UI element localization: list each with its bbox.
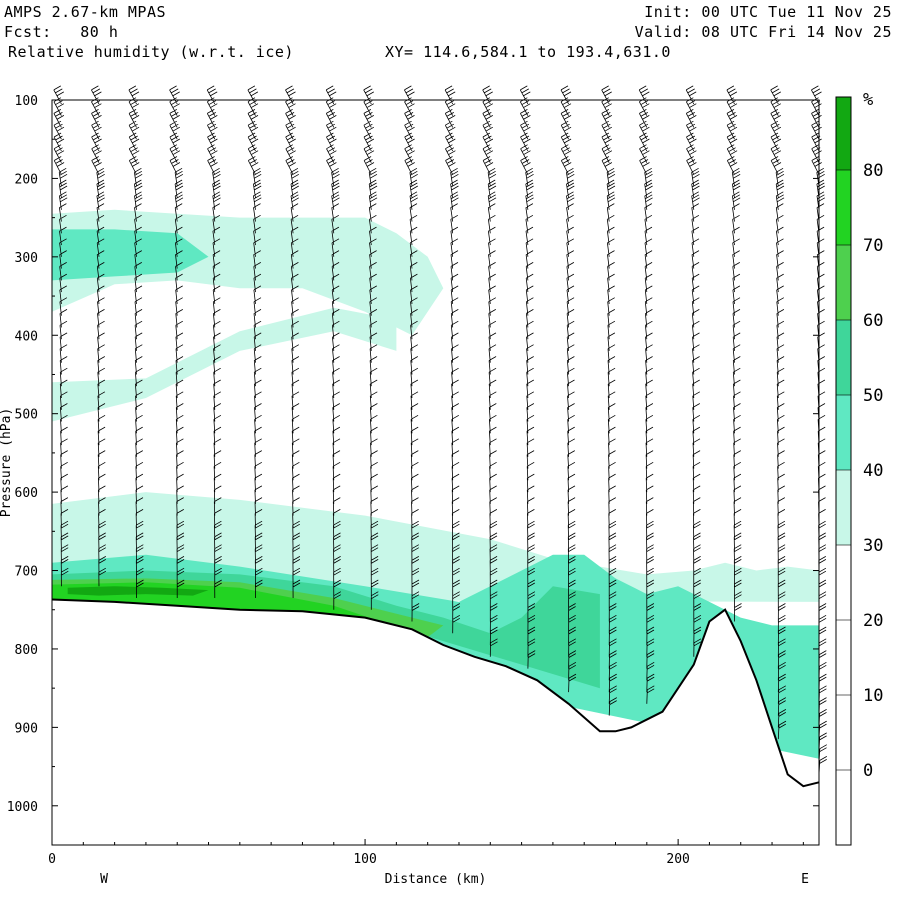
colorbar-bin-80-90 [836, 97, 851, 170]
wind-barb-column-0 [53, 85, 69, 587]
y-tick-label: 700 [15, 565, 38, 580]
wind-barb-column-15 [638, 85, 655, 704]
x-tick-label: 0 [48, 852, 56, 867]
wind-barb-column-5 [247, 85, 263, 599]
y-tick-label: 100 [15, 94, 38, 109]
wind-barb-shafts [482, 85, 498, 657]
wind-barb-column-18 [770, 85, 787, 740]
wind-barb-shafts [363, 85, 379, 610]
wind-barb-shafts [770, 85, 787, 740]
wind-barb-shafts [404, 85, 420, 622]
wind-barb-column-3 [169, 85, 185, 598]
humidity-fill-layer [52, 209, 819, 759]
y-axis-title: Pressure (hPa) [0, 408, 14, 518]
y-tick-label: 300 [15, 251, 38, 266]
colorbar-bin-50-60 [836, 320, 851, 395]
y-tick-label: 200 [15, 172, 38, 187]
wind-barb-column-6 [285, 85, 301, 599]
valid-time: Valid: 08 UTC Fri 14 Nov 25 [634, 23, 892, 41]
x-tick-label: 100 [353, 852, 376, 867]
wind-barb-shafts [444, 85, 460, 634]
wind-barb-shafts [169, 85, 185, 598]
wind-barb-shafts [325, 85, 341, 610]
y-tick-label: 1000 [7, 800, 38, 815]
wind-barb-shafts [53, 85, 69, 587]
wind-barb-shafts [247, 85, 263, 599]
colorbar-label: 20 [863, 611, 883, 631]
rh-region-40-50-1 [52, 229, 209, 281]
x-tick-label: 200 [666, 852, 689, 867]
colorbar: 0 10 20 30 40 50 60 70 80 [835, 96, 883, 846]
wind-barb-column-4 [206, 85, 222, 599]
wind-barb-shafts [601, 85, 617, 716]
wind-barb-shafts [638, 85, 655, 704]
wind-barb-column-11 [482, 85, 498, 657]
colorbar-bin-60-70 [836, 245, 851, 320]
x-axis-title: Distance (km) [385, 872, 487, 887]
wind-barb-column-7 [325, 85, 341, 610]
y-tick-label: 400 [15, 329, 38, 344]
wind-barb-shafts [726, 85, 742, 622]
wind-barb-column-2 [128, 85, 144, 598]
wind-barb-column-9 [404, 85, 420, 622]
terrain-layer [51, 598, 820, 845]
wind-barb-shafts [560, 85, 577, 693]
east-end-label: E [801, 872, 809, 887]
wind-barb-column-12 [519, 85, 536, 669]
wind-barb-shafts [685, 85, 702, 657]
field-name: Relative humidity (w.r.t. ice) [8, 43, 294, 61]
wind-barb-shafts [91, 85, 107, 587]
y-tick-label: 500 [15, 408, 38, 423]
colorbar-label: 70 [863, 236, 883, 256]
y-tick-label: 900 [15, 721, 38, 736]
axis-layer: 100 200 300 400 500 600 700 800 900 1000 0 100 200 [7, 94, 819, 867]
wind-barb-column-14 [601, 85, 617, 716]
colorbar-outline [835, 96, 852, 846]
wind-barb-column-10 [444, 85, 460, 634]
wind-barb-shafts [128, 85, 144, 598]
wind-barb-shafts [206, 85, 222, 599]
colorbar-label: 10 [863, 686, 883, 706]
wind-barb-column-1 [91, 85, 107, 587]
y-tick-label: 800 [15, 643, 38, 658]
colorbar-label: 0 [863, 761, 873, 781]
colorbar-label: 40 [863, 461, 883, 481]
plot-frame [51, 99, 820, 846]
rh-region-80-90-8 [67, 586, 209, 596]
colorbar-label: 80 [863, 161, 883, 181]
colorbar-bin-30-40 [836, 470, 851, 545]
wind-barb-column-16 [685, 85, 702, 657]
terrain-surface-line [51, 598, 820, 788]
colorbar-label: 60 [863, 311, 883, 331]
wind-barb-column-17 [726, 85, 742, 622]
model-title: AMPS 2.67-km MPAS [4, 3, 167, 21]
wind-barb-shafts [519, 85, 536, 669]
colorbar-label: 30 [863, 536, 883, 556]
init-time: Init: 00 UTC Tue 11 Nov 25 [644, 3, 892, 21]
wind-barb-layer [53, 85, 827, 775]
forecast-hour: Fcst: 80 h [4, 23, 119, 41]
colorbar-bin-70-80 [836, 170, 851, 245]
y-tick-label: 600 [15, 486, 38, 501]
wind-barb-column-13 [560, 85, 577, 693]
terrain-below-surface [52, 599, 819, 845]
colorbar-unit-label: % [863, 90, 873, 110]
cross-section-endpoints: XY= 114.6,584.1 to 193.4,631.0 [385, 43, 671, 61]
wind-barb-shafts [285, 85, 301, 599]
colorbar-bin-40-50 [836, 395, 851, 470]
wind-barb-column-8 [363, 85, 379, 610]
rh-region-30-40-2 [52, 307, 397, 422]
west-end-label: W [100, 872, 108, 887]
colorbar-label: 50 [863, 386, 883, 406]
